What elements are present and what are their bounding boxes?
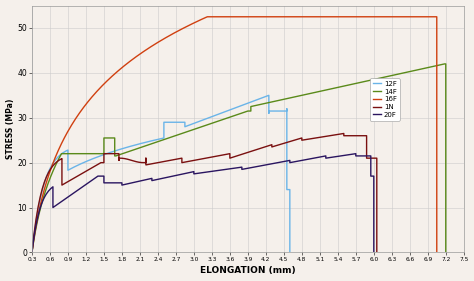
Line: 12F: 12F bbox=[32, 95, 290, 252]
Y-axis label: STRESS (MPa): STRESS (MPa) bbox=[6, 99, 15, 159]
12F bbox=[88, 158, 93, 161]
X-axis label: ELONGATION (mm): ELONGATION (mm) bbox=[200, 266, 296, 275]
1N bbox=[29, 251, 35, 254]
14F bbox=[29, 251, 35, 254]
12F bbox=[220, 111, 226, 114]
20F bbox=[173, 174, 179, 177]
14F bbox=[315, 90, 320, 94]
14F bbox=[302, 93, 308, 96]
16F bbox=[392, 15, 397, 19]
1N bbox=[51, 163, 56, 167]
16F bbox=[247, 15, 253, 19]
1N bbox=[228, 156, 234, 159]
1N bbox=[374, 251, 380, 254]
Line: 14F: 14F bbox=[32, 64, 446, 252]
20F bbox=[287, 159, 292, 162]
12F bbox=[287, 251, 292, 254]
16F bbox=[434, 251, 439, 254]
14F bbox=[206, 123, 212, 126]
Line: 1N: 1N bbox=[32, 133, 377, 252]
14F bbox=[442, 62, 447, 65]
16F bbox=[364, 15, 370, 19]
16F bbox=[29, 251, 35, 254]
Legend: 12F, 14F, 16F, 1N, 20F: 12F, 14F, 16F, 1N, 20F bbox=[370, 78, 400, 121]
14F bbox=[443, 251, 448, 254]
1N bbox=[44, 175, 49, 178]
12F bbox=[29, 251, 35, 254]
16F bbox=[205, 15, 210, 19]
Line: 20F: 20F bbox=[32, 154, 374, 252]
20F bbox=[371, 251, 377, 254]
20F bbox=[226, 167, 231, 171]
20F bbox=[231, 167, 237, 170]
1N bbox=[247, 150, 253, 153]
16F bbox=[241, 15, 247, 19]
Line: 16F: 16F bbox=[32, 17, 437, 252]
14F bbox=[333, 86, 338, 90]
14F bbox=[66, 152, 72, 155]
20F bbox=[29, 251, 35, 254]
12F bbox=[266, 94, 272, 97]
20F bbox=[149, 177, 155, 180]
20F bbox=[353, 152, 359, 155]
1N bbox=[341, 132, 346, 135]
14F bbox=[319, 89, 325, 92]
1N bbox=[63, 181, 69, 184]
20F bbox=[255, 165, 261, 168]
12F bbox=[165, 121, 171, 124]
16F bbox=[285, 15, 291, 19]
12F bbox=[161, 121, 167, 124]
12F bbox=[61, 151, 66, 154]
12F bbox=[49, 163, 55, 166]
1N bbox=[136, 160, 142, 164]
16F bbox=[80, 107, 85, 110]
